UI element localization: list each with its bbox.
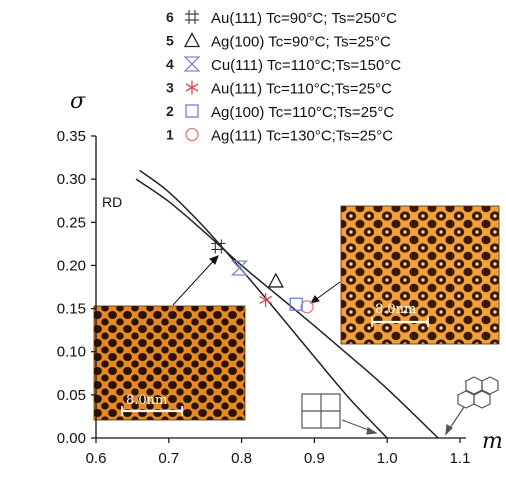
x-tick-label: 1.1: [450, 450, 471, 467]
x-tick-label: 0.7: [158, 450, 179, 467]
legend-number-5: 5: [166, 33, 174, 49]
y-tick-label: 0.00: [57, 430, 86, 447]
data-point-1: [301, 301, 313, 313]
scale-label-right: 8.0nm: [375, 302, 416, 317]
y-tick-label: 0.25: [57, 214, 86, 231]
legend-marker-6: [185, 10, 199, 24]
legend-marker-3: [186, 81, 198, 95]
y-tick-label: 0.05: [57, 387, 86, 404]
x-tick-label: 0.6: [86, 450, 107, 467]
x-tick-label: 0.9: [304, 450, 325, 467]
rd-label: RD: [102, 194, 122, 210]
y-tick-label: 0.20: [57, 257, 86, 274]
data-point-3: [260, 293, 272, 307]
legend-number-4: 4: [166, 56, 174, 72]
data-points: [211, 239, 313, 312]
stm-image-right: 8.0nm: [341, 206, 499, 344]
legend-marker-4: [185, 57, 199, 71]
legend-entry-3: Au(111) Tc=110°C;Ts=25°C: [211, 81, 392, 98]
legend-number-6: 6: [166, 9, 174, 25]
x-tick-label: 1.0: [377, 450, 398, 467]
x-axis-label: m: [482, 429, 503, 454]
square-lattice-icon: [302, 394, 376, 434]
legend-entry-6: Au(111) Tc=90°C; Ts=250°C: [211, 10, 397, 27]
data-point-5: [269, 274, 283, 287]
legend-number-3: 3: [166, 80, 174, 96]
inset-arrows: [173, 256, 340, 305]
y-tick-label: 0.30: [57, 171, 86, 188]
y-tick-label: 0.10: [57, 344, 86, 361]
data-point-6: [211, 239, 225, 253]
stm-image-left: 8.0nm: [94, 306, 245, 420]
y-tick-label: 0.15: [57, 301, 86, 318]
x-tick-label: 0.8: [231, 450, 252, 467]
legend-number-1: 1: [166, 127, 174, 143]
y-tick-label: 0.35: [57, 128, 86, 145]
y-axis-label: σ: [70, 89, 86, 114]
data-point-2: [290, 298, 302, 310]
legend-marker-2: [186, 105, 198, 117]
legend: 6 Au(111) Tc=90°C; Ts=250°C 5 Ag(100) Tc=90…: [166, 9, 401, 145]
legend-entry-5: Ag(100) Tc=90°C; Ts=25°C: [211, 34, 391, 51]
legend-entry-4: Cu(111) Tc=110°C;Ts=150°C: [211, 57, 401, 74]
legend-entry-1: Ag(111) Tc=130°C;Ts=25°C: [211, 128, 393, 145]
scale-label-left: 8.0nm: [126, 393, 167, 408]
legend-marker-1: [186, 129, 198, 141]
legend-marker-5: [185, 34, 199, 47]
legend-entry-2: Ag(100) Tc=110°C;Ts=25°C: [211, 104, 394, 121]
hexagonal-lattice-icon: [446, 377, 498, 434]
legend-number-2: 2: [166, 103, 174, 119]
